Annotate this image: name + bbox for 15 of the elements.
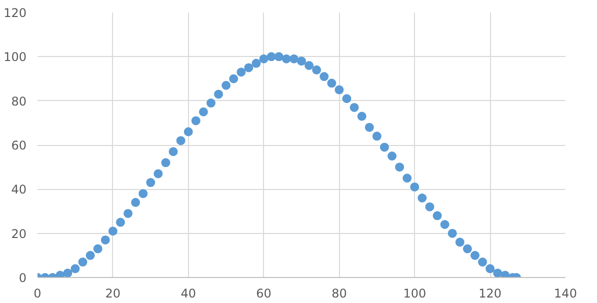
- y-tick-label: 60: [11, 138, 27, 152]
- y-tick-label: 20: [11, 226, 27, 241]
- y-tick-label: 0: [18, 271, 27, 285]
- x-tick-label: 60: [256, 286, 272, 300]
- x-tick-label: 120: [478, 286, 502, 300]
- x-tick-label: 20: [105, 286, 121, 300]
- x-tick-label: 80: [332, 286, 347, 300]
- x-tick-label: 100: [403, 286, 426, 300]
- x-tick-label: 40: [180, 286, 196, 300]
- y-tick-label: 40: [11, 182, 27, 197]
- y-tick-label: 100: [4, 50, 26, 64]
- x-tick-label: 140: [554, 286, 577, 300]
- x-tick-label: 0: [34, 286, 42, 300]
- y-tick-label: 80: [11, 94, 27, 108]
- y-tick-label: 120: [4, 6, 26, 20]
